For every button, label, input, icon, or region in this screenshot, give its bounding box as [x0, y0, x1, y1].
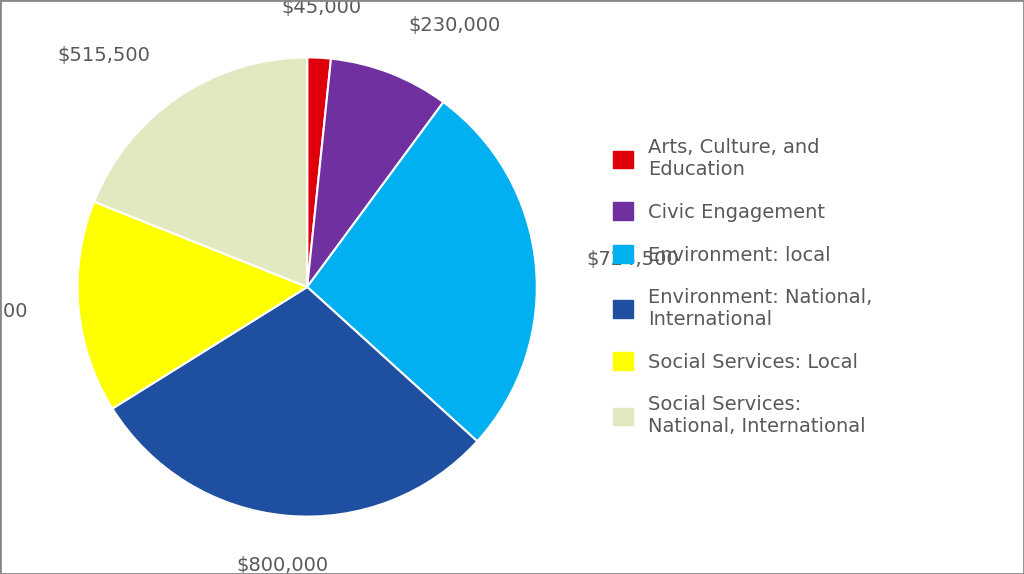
Text: $724,500: $724,500	[586, 250, 679, 269]
Text: $230,000: $230,000	[409, 16, 501, 35]
Wedge shape	[307, 59, 443, 287]
Text: $406,500: $406,500	[0, 302, 29, 321]
Wedge shape	[78, 201, 307, 409]
Wedge shape	[307, 57, 331, 287]
Legend: Arts, Culture, and
Education, Civic Engagement, Environment: local, Environment:: Arts, Culture, and Education, Civic Enga…	[603, 129, 883, 445]
Text: $515,500: $515,500	[57, 45, 151, 64]
Text: $45,000: $45,000	[282, 0, 361, 17]
Wedge shape	[94, 57, 307, 287]
Wedge shape	[113, 287, 477, 517]
Wedge shape	[307, 102, 537, 441]
Text: $800,000: $800,000	[237, 556, 329, 574]
